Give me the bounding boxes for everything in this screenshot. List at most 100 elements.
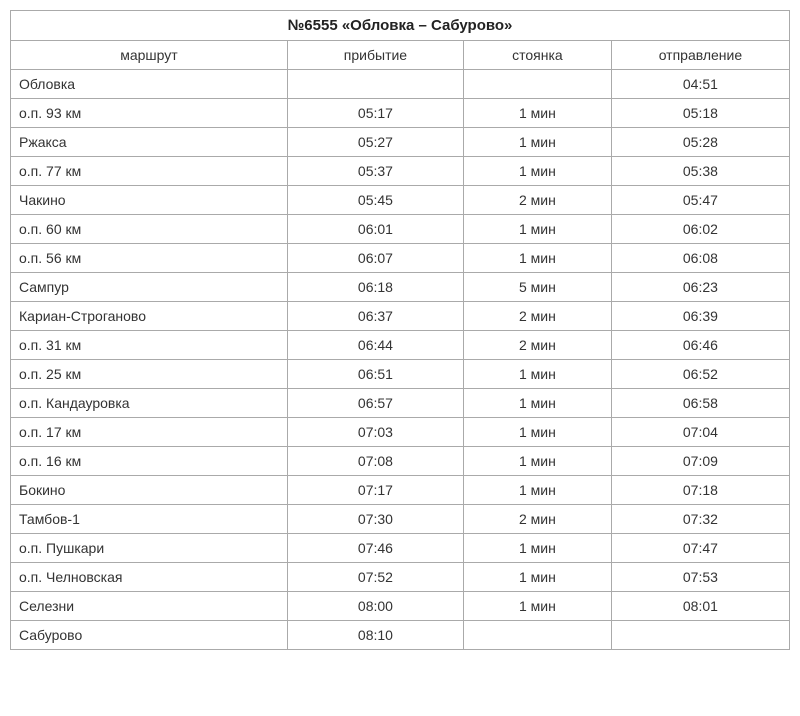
col-header-arrival: прибытие <box>287 41 463 70</box>
cell-departure: 06:46 <box>611 331 789 360</box>
cell-route: о.п. Челновская <box>11 563 288 592</box>
cell-arrival: 06:18 <box>287 273 463 302</box>
cell-arrival: 07:30 <box>287 505 463 534</box>
col-header-departure: отправление <box>611 41 789 70</box>
cell-departure: 05:38 <box>611 157 789 186</box>
table-row: Обловка04:51 <box>11 70 790 99</box>
table-row: о.п. Пушкари07:461 мин07:47 <box>11 534 790 563</box>
cell-departure: 06:23 <box>611 273 789 302</box>
cell-stop: 1 мин <box>463 418 611 447</box>
cell-arrival: 05:45 <box>287 186 463 215</box>
cell-departure <box>611 621 789 650</box>
cell-route: о.п. Кандауровка <box>11 389 288 418</box>
cell-departure: 07:04 <box>611 418 789 447</box>
cell-arrival: 07:03 <box>287 418 463 447</box>
header-row: маршрут прибытие стоянка отправление <box>11 41 790 70</box>
cell-stop: 1 мин <box>463 244 611 273</box>
table-row: о.п. 31 км06:442 мин06:46 <box>11 331 790 360</box>
col-header-route: маршрут <box>11 41 288 70</box>
title-row: №6555 «Обловка – Сабурово» <box>11 11 790 41</box>
cell-arrival: 06:37 <box>287 302 463 331</box>
cell-stop <box>463 621 611 650</box>
cell-arrival: 06:57 <box>287 389 463 418</box>
cell-departure: 08:01 <box>611 592 789 621</box>
cell-stop: 1 мин <box>463 215 611 244</box>
table-row: Бокино07:171 мин07:18 <box>11 476 790 505</box>
cell-arrival: 06:44 <box>287 331 463 360</box>
cell-route: о.п. 93 км <box>11 99 288 128</box>
cell-route: о.п. 60 км <box>11 215 288 244</box>
cell-route: Обловка <box>11 70 288 99</box>
cell-route: Тамбов-1 <box>11 505 288 534</box>
cell-stop: 1 мин <box>463 563 611 592</box>
cell-stop: 1 мин <box>463 360 611 389</box>
cell-arrival: 06:07 <box>287 244 463 273</box>
table-row: о.п. Челновская07:521 мин07:53 <box>11 563 790 592</box>
cell-arrival: 05:27 <box>287 128 463 157</box>
table-row: о.п. 77 км05:371 мин05:38 <box>11 157 790 186</box>
schedule-table: №6555 «Обловка – Сабурово» маршрут прибы… <box>10 10 790 650</box>
table-row: Ржакса05:271 мин05:28 <box>11 128 790 157</box>
cell-departure: 06:39 <box>611 302 789 331</box>
cell-arrival: 06:51 <box>287 360 463 389</box>
cell-stop: 1 мин <box>463 447 611 476</box>
table-row: о.п. 56 км06:071 мин06:08 <box>11 244 790 273</box>
cell-stop: 1 мин <box>463 389 611 418</box>
cell-route: Бокино <box>11 476 288 505</box>
cell-stop: 5 мин <box>463 273 611 302</box>
table-row: о.п. 17 км07:031 мин07:04 <box>11 418 790 447</box>
table-row: о.п. 16 км07:081 мин07:09 <box>11 447 790 476</box>
table-row: о.п. 93 км05:171 мин05:18 <box>11 99 790 128</box>
cell-arrival: 07:52 <box>287 563 463 592</box>
cell-stop: 1 мин <box>463 534 611 563</box>
cell-departure: 07:53 <box>611 563 789 592</box>
table-row: Сабурово08:10 <box>11 621 790 650</box>
cell-departure: 07:47 <box>611 534 789 563</box>
table-row: о.п. 60 км06:011 мин06:02 <box>11 215 790 244</box>
cell-arrival: 05:37 <box>287 157 463 186</box>
cell-stop: 1 мин <box>463 99 611 128</box>
cell-departure: 06:58 <box>611 389 789 418</box>
cell-stop: 1 мин <box>463 476 611 505</box>
cell-arrival: 05:17 <box>287 99 463 128</box>
table-row: о.п. 25 км06:511 мин06:52 <box>11 360 790 389</box>
table-title: №6555 «Обловка – Сабурово» <box>11 11 790 41</box>
table-row: Кариан-Строганово06:372 мин06:39 <box>11 302 790 331</box>
cell-route: Ржакса <box>11 128 288 157</box>
cell-route: Селезни <box>11 592 288 621</box>
cell-arrival: 07:46 <box>287 534 463 563</box>
cell-route: о.п. 56 км <box>11 244 288 273</box>
cell-departure: 06:08 <box>611 244 789 273</box>
cell-arrival <box>287 70 463 99</box>
cell-departure: 05:18 <box>611 99 789 128</box>
col-header-stop: стоянка <box>463 41 611 70</box>
cell-stop <box>463 70 611 99</box>
cell-stop: 1 мин <box>463 157 611 186</box>
cell-stop: 2 мин <box>463 505 611 534</box>
cell-arrival: 07:08 <box>287 447 463 476</box>
cell-route: о.п. 31 км <box>11 331 288 360</box>
table-row: Чакино05:452 мин05:47 <box>11 186 790 215</box>
table-row: о.п. Кандауровка06:571 мин06:58 <box>11 389 790 418</box>
schedule-body: Обловка04:51о.п. 93 км05:171 мин05:18Ржа… <box>11 70 790 650</box>
table-row: Сампур06:185 мин06:23 <box>11 273 790 302</box>
cell-departure: 06:52 <box>611 360 789 389</box>
cell-departure: 07:09 <box>611 447 789 476</box>
cell-route: о.п. 25 км <box>11 360 288 389</box>
cell-stop: 1 мин <box>463 128 611 157</box>
cell-departure: 07:32 <box>611 505 789 534</box>
cell-arrival: 08:10 <box>287 621 463 650</box>
cell-route: Чакино <box>11 186 288 215</box>
cell-departure: 05:28 <box>611 128 789 157</box>
cell-stop: 1 мин <box>463 592 611 621</box>
cell-route: о.п. 17 км <box>11 418 288 447</box>
cell-arrival: 06:01 <box>287 215 463 244</box>
cell-route: о.п. 16 км <box>11 447 288 476</box>
table-row: Тамбов-107:302 мин07:32 <box>11 505 790 534</box>
cell-route: Сампур <box>11 273 288 302</box>
cell-departure: 07:18 <box>611 476 789 505</box>
cell-route: Сабурово <box>11 621 288 650</box>
cell-arrival: 08:00 <box>287 592 463 621</box>
cell-route: о.п. 77 км <box>11 157 288 186</box>
cell-stop: 2 мин <box>463 302 611 331</box>
